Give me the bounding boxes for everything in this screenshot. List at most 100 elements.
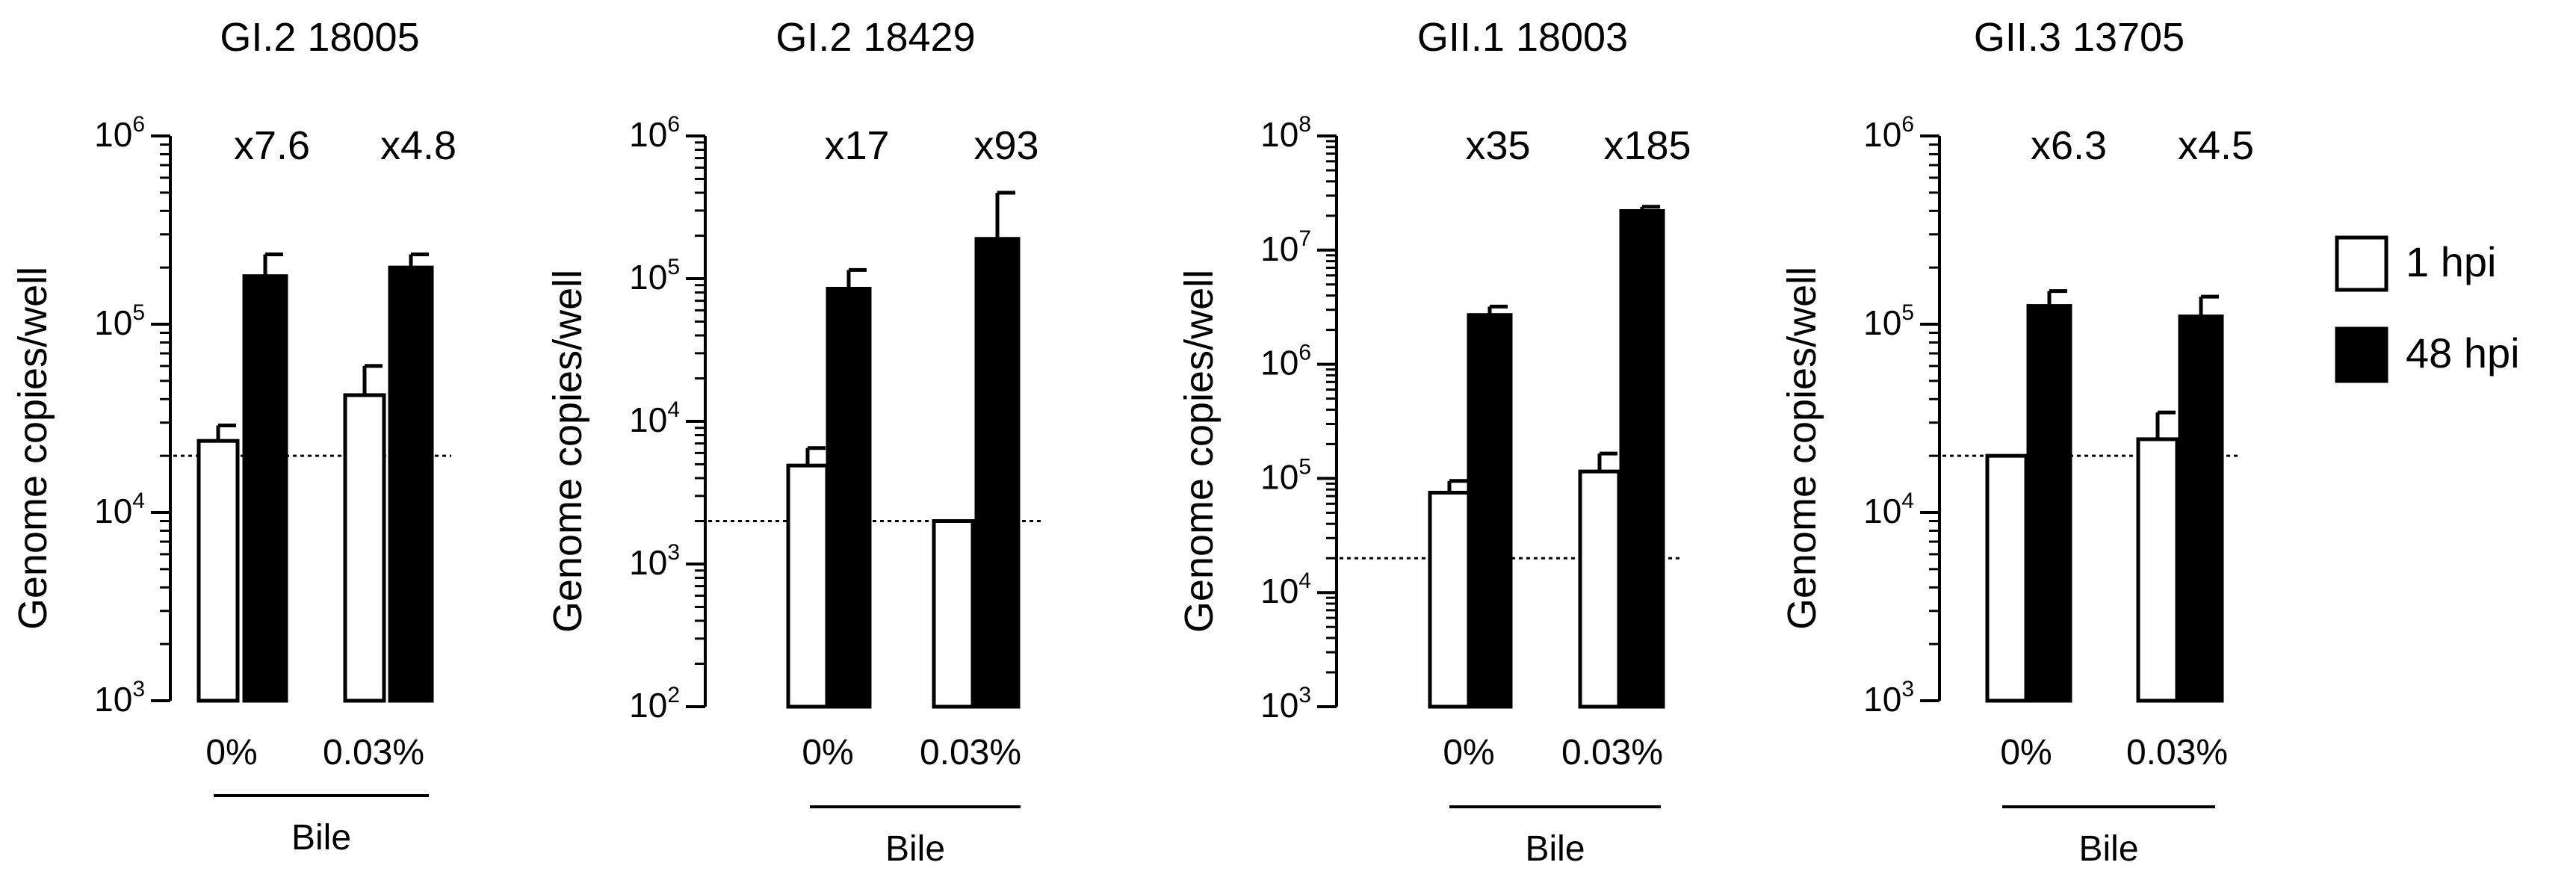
y-tick-base: 10 xyxy=(94,115,132,154)
x-axis-label: Bile xyxy=(291,818,351,858)
category-label: 0.03% xyxy=(1561,733,1663,772)
bar-1hpi xyxy=(932,519,975,709)
legend-label: 48 hpi xyxy=(2406,329,2520,377)
bar-48hpi xyxy=(826,286,872,709)
category-label: 0.03% xyxy=(2126,733,2228,772)
bar-48hpi xyxy=(2178,315,2224,703)
y-tick-exponent: 4 xyxy=(667,397,680,422)
y-tick-base: 10 xyxy=(1863,115,1901,154)
y-tick-label: 105 xyxy=(1260,454,1311,496)
y-tick-base: 10 xyxy=(1260,457,1298,496)
y-tick-label: 105 xyxy=(1863,300,1914,342)
fold-change-label: x7.6 xyxy=(234,123,310,168)
category-label: 0% xyxy=(1443,733,1494,772)
fold-change-label: x4.5 xyxy=(2178,123,2254,168)
y-tick-base: 10 xyxy=(1863,303,1901,342)
y-tick-base: 10 xyxy=(1260,571,1298,610)
y-tick-exponent: 3 xyxy=(1901,677,1914,701)
y-tick-exponent: 4 xyxy=(1901,489,1914,513)
y-tick-exponent: 6 xyxy=(1901,112,1914,137)
y-tick-label: 106 xyxy=(1260,341,1311,382)
category-label: 0.03% xyxy=(920,733,1021,772)
y-axis-label: Genome copies/well xyxy=(545,270,590,633)
bar-48hpi xyxy=(1619,208,1665,709)
y-tick-exponent: 5 xyxy=(667,255,680,279)
y-tick-label: 106 xyxy=(629,112,680,154)
y-tick-exponent: 5 xyxy=(132,300,145,325)
category-label: 0% xyxy=(2000,733,2052,772)
y-tick-exponent: 5 xyxy=(1298,454,1311,479)
fold-change-label: x185 xyxy=(1603,123,1691,168)
y-tick-label: 103 xyxy=(1260,683,1311,725)
y-tick-exponent: 3 xyxy=(132,677,145,701)
y-tick-label: 104 xyxy=(1260,568,1311,610)
x-axis-label: Bile xyxy=(885,829,945,869)
y-tick-exponent: 2 xyxy=(667,683,680,707)
fold-change-label: x93 xyxy=(973,123,1038,168)
y-tick-label: 108 xyxy=(1260,112,1311,154)
y-tick-label: 104 xyxy=(1863,489,1914,530)
y-tick-base: 10 xyxy=(629,543,667,582)
y-tick-base: 10 xyxy=(94,492,132,530)
y-tick-base: 10 xyxy=(629,258,667,297)
y-tick-exponent: 5 xyxy=(1901,300,1914,325)
panel-title: GII.3 13705 xyxy=(1974,15,2185,60)
bar-1hpi xyxy=(2136,437,2179,703)
y-tick-base: 10 xyxy=(629,686,667,725)
category-label: 0% xyxy=(802,733,853,772)
y-tick-exponent: 3 xyxy=(667,540,680,565)
y-axis-label: Genome copies/well xyxy=(1780,267,1824,630)
y-tick-exponent: 6 xyxy=(667,112,680,137)
bar-48hpi xyxy=(388,265,434,703)
y-tick-label: 102 xyxy=(629,683,680,725)
y-tick-exponent: 6 xyxy=(132,112,145,137)
legend-swatch-48hpi xyxy=(2335,326,2388,383)
bar-1hpi xyxy=(1578,469,1621,709)
category-label: 0.03% xyxy=(323,733,424,772)
fold-change-label: x35 xyxy=(1465,123,1530,168)
y-axis-label: Genome copies/well xyxy=(1177,270,1222,633)
x-axis-label: Bile xyxy=(1525,829,1585,869)
y-tick-label: 105 xyxy=(629,255,680,297)
y-tick-base: 10 xyxy=(94,303,132,342)
fold-change-label: x6.3 xyxy=(2031,123,2107,168)
y-tick-base: 10 xyxy=(1260,229,1298,268)
y-tick-label: 106 xyxy=(94,112,145,154)
bar-1hpi xyxy=(343,393,386,703)
y-tick-base: 10 xyxy=(94,680,132,719)
y-tick-exponent: 4 xyxy=(132,489,145,513)
panel-title: GII.1 18003 xyxy=(1417,15,1628,60)
y-tick-base: 10 xyxy=(1260,115,1298,154)
fold-change-label: x17 xyxy=(824,123,889,168)
y-tick-exponent: 4 xyxy=(1298,568,1311,593)
bar-48hpi xyxy=(1467,313,1513,709)
y-tick-label: 107 xyxy=(1260,226,1311,268)
y-tick-exponent: 3 xyxy=(1298,683,1311,707)
bar-1hpi xyxy=(1428,490,1471,709)
bar-1hpi xyxy=(786,463,829,709)
panel-title: GI.2 18429 xyxy=(775,15,975,60)
category-label: 0% xyxy=(205,733,257,772)
y-tick-label: 103 xyxy=(1863,677,1914,719)
y-axis-label: Genome copies/well xyxy=(10,267,55,630)
y-tick-label: 103 xyxy=(94,677,145,719)
panel-title: GI.2 18005 xyxy=(220,15,419,60)
y-tick-label: 103 xyxy=(629,540,680,582)
legend-label: 1 hpi xyxy=(2406,238,2496,285)
bar-1hpi xyxy=(1985,453,2028,703)
y-tick-label: 106 xyxy=(1863,112,1914,154)
y-tick-exponent: 6 xyxy=(1298,341,1311,365)
y-tick-base: 10 xyxy=(1260,344,1298,382)
bar-48hpi xyxy=(242,274,288,703)
y-tick-base: 10 xyxy=(629,115,667,154)
legend-swatch-1hpi xyxy=(2335,235,2388,292)
y-tick-exponent: 7 xyxy=(1298,226,1311,251)
y-tick-label: 105 xyxy=(94,300,145,342)
y-tick-label: 104 xyxy=(94,489,145,530)
fold-change-label: x4.8 xyxy=(380,123,456,168)
y-tick-base: 10 xyxy=(629,400,667,439)
bar-1hpi xyxy=(196,439,240,703)
y-tick-base: 10 xyxy=(1863,492,1901,530)
bar-48hpi xyxy=(974,237,1021,709)
